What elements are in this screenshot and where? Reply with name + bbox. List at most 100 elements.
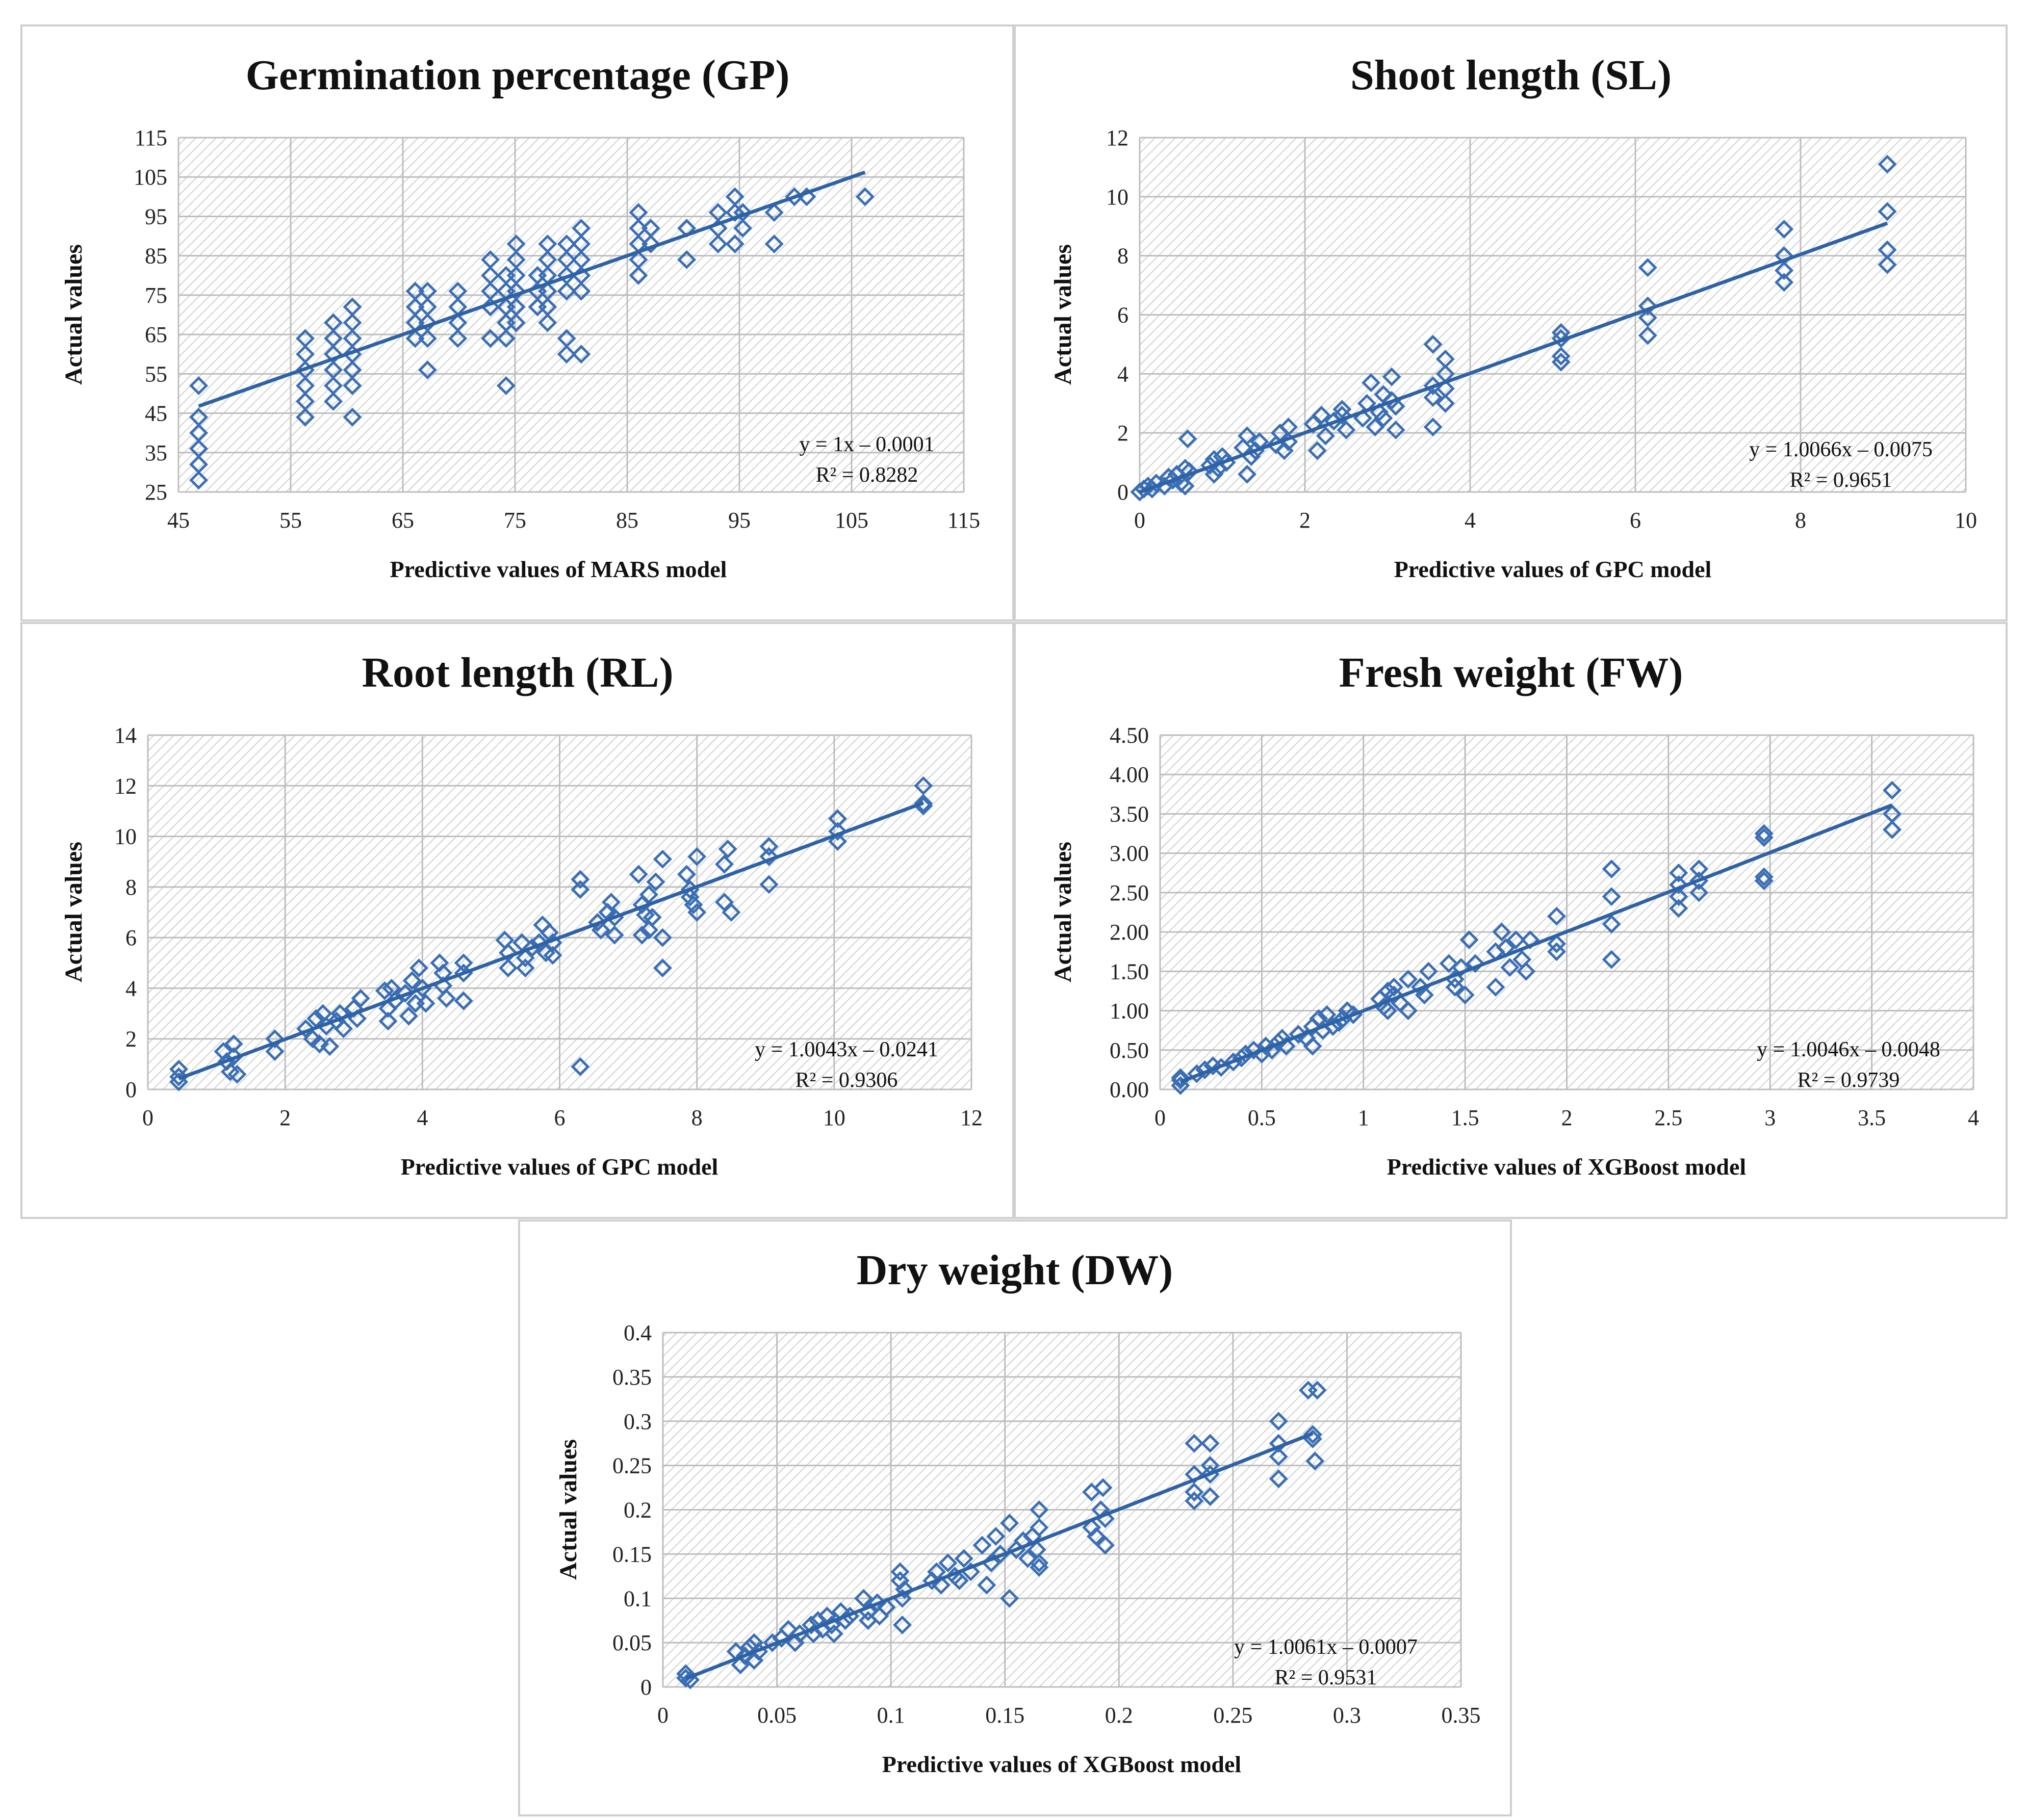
data-point xyxy=(1268,1032,1288,1052)
trend-equation: y = 1x – 0.0001 xyxy=(799,433,934,456)
data-point xyxy=(1316,426,1336,446)
y-tick-label: 1.50 xyxy=(1110,959,1149,984)
x-tick-label: 2 xyxy=(1561,1105,1573,1130)
data-point xyxy=(914,776,933,795)
x-tick-label: 10 xyxy=(823,1105,845,1130)
data-points xyxy=(169,776,933,1091)
x-tick-label: 0.5 xyxy=(1248,1105,1276,1130)
data-point xyxy=(516,958,535,978)
data-point xyxy=(1030,1518,1049,1537)
x-tick-label: 3 xyxy=(1764,1105,1776,1130)
data-point xyxy=(1754,867,1774,887)
data-point xyxy=(1386,420,1405,439)
x-tick-label: 55 xyxy=(279,508,302,533)
y-tick-label: 2.00 xyxy=(1110,920,1149,945)
data-point xyxy=(1303,1036,1322,1056)
data-point xyxy=(189,471,209,490)
data-point xyxy=(334,1019,353,1038)
data-point xyxy=(681,1670,700,1689)
data-point xyxy=(759,875,779,894)
data-point xyxy=(1337,420,1356,439)
trendline xyxy=(1139,221,1888,494)
x-tick-label: 0.05 xyxy=(757,1703,797,1728)
data-point xyxy=(1486,977,1505,997)
data-point xyxy=(1419,961,1438,981)
data-points xyxy=(189,187,875,490)
y-tick-label: 0.3 xyxy=(624,1409,652,1434)
data-point xyxy=(1374,408,1393,428)
data-point xyxy=(224,1034,243,1054)
r-squared: R² = 0.9739 xyxy=(1798,1069,1900,1092)
data-point xyxy=(1775,261,1794,280)
data-point xyxy=(986,1527,1006,1546)
x-tick-label: 105 xyxy=(835,508,868,533)
data-point xyxy=(1178,429,1197,449)
data-point xyxy=(1551,329,1571,348)
data-point xyxy=(1423,334,1443,354)
data-point xyxy=(1878,154,1897,174)
chart-panel-dry-weight: Dry weight (DW) 0 0.05 0.1 0.15 0.2 0.25 0.3 0.… xyxy=(518,1219,1512,1816)
y-axis-label: Actual values xyxy=(60,842,87,982)
trendline xyxy=(1179,803,1893,1084)
chart-panel-germination-percentage: Germination percentage (GP) 45 55 65 75 85 95… xyxy=(20,24,1014,621)
data-point xyxy=(1455,985,1475,1005)
x-tick-label: 1 xyxy=(1358,1105,1369,1130)
data-point xyxy=(351,989,370,1008)
data-point xyxy=(320,1037,340,1056)
y-tick-label: 0 xyxy=(640,1675,652,1700)
x-tick-label: 0 xyxy=(1154,1105,1166,1130)
y-tick-labels: 25 35 45 55 65 75 85 95 105 115 xyxy=(134,125,167,505)
data-point xyxy=(1689,883,1709,902)
data-point xyxy=(629,865,648,884)
y-tick-label: 0.2 xyxy=(624,1498,652,1523)
y-axis-label: Actual values xyxy=(1049,244,1076,385)
chart-panel-fresh-weight: Fresh weight (FW) 0 0.5 1 1.5 2 2.5 3 3.5 4 0.00… xyxy=(1014,622,2008,1219)
data-point xyxy=(557,281,576,301)
trendline xyxy=(178,801,925,1081)
data-point xyxy=(189,376,209,396)
x-axis-label: Predictive values of MARS model xyxy=(390,556,727,582)
data-point xyxy=(538,313,557,332)
data-point xyxy=(632,925,652,945)
x-axis-label: Predictive values of GPC model xyxy=(401,1154,718,1180)
x-tick-label: 85 xyxy=(616,508,638,533)
data-point xyxy=(972,1536,992,1555)
y-tick-label: 0.05 xyxy=(612,1630,652,1655)
x-tick-label: 0 xyxy=(1134,508,1145,533)
y-tick-label: 12 xyxy=(114,773,137,798)
x-tick-label: 45 xyxy=(167,508,190,533)
data-point xyxy=(1882,781,1902,800)
data-point xyxy=(402,971,422,991)
data-point xyxy=(892,1615,912,1634)
data-point xyxy=(1269,1412,1288,1431)
y-tick-label: 0.25 xyxy=(612,1453,652,1478)
data-point xyxy=(591,920,610,940)
chart-panel-root-length: Root length (RL) 0 2 4 6 8 10 12 0 2 4 6 8 10 12 14 A… xyxy=(20,622,1014,1219)
data-point xyxy=(653,849,672,869)
y-tick-labels: 0 2 4 6 8 10 12 xyxy=(1106,125,1128,505)
y-tick-labels: 0 2 4 6 8 10 12 14 xyxy=(114,723,137,1102)
x-tick-label: 3.5 xyxy=(1858,1105,1886,1130)
y-tick-label: 0.35 xyxy=(612,1365,652,1390)
data-point xyxy=(418,329,437,348)
data-point xyxy=(687,902,707,922)
y-tick-label: 2.50 xyxy=(1110,880,1149,905)
data-point xyxy=(1669,875,1688,894)
data-point xyxy=(169,1072,189,1091)
chart-title: Dry weight (DW) xyxy=(857,1246,1173,1294)
data-point xyxy=(399,1006,418,1026)
chart-title: Fresh weight (FW) xyxy=(1339,649,1683,696)
data-point xyxy=(1384,977,1404,997)
data-point xyxy=(641,234,660,254)
data-point xyxy=(1492,922,1511,942)
data-point xyxy=(802,1615,821,1634)
data-point xyxy=(1551,352,1571,372)
data-point xyxy=(343,407,362,427)
data-point xyxy=(1289,1025,1308,1044)
data-point xyxy=(854,1589,874,1608)
gridlines xyxy=(662,1332,1462,1688)
data-point xyxy=(1500,958,1520,977)
chart-title: Germination percentage (GP) xyxy=(246,51,790,99)
data-point xyxy=(629,266,648,285)
